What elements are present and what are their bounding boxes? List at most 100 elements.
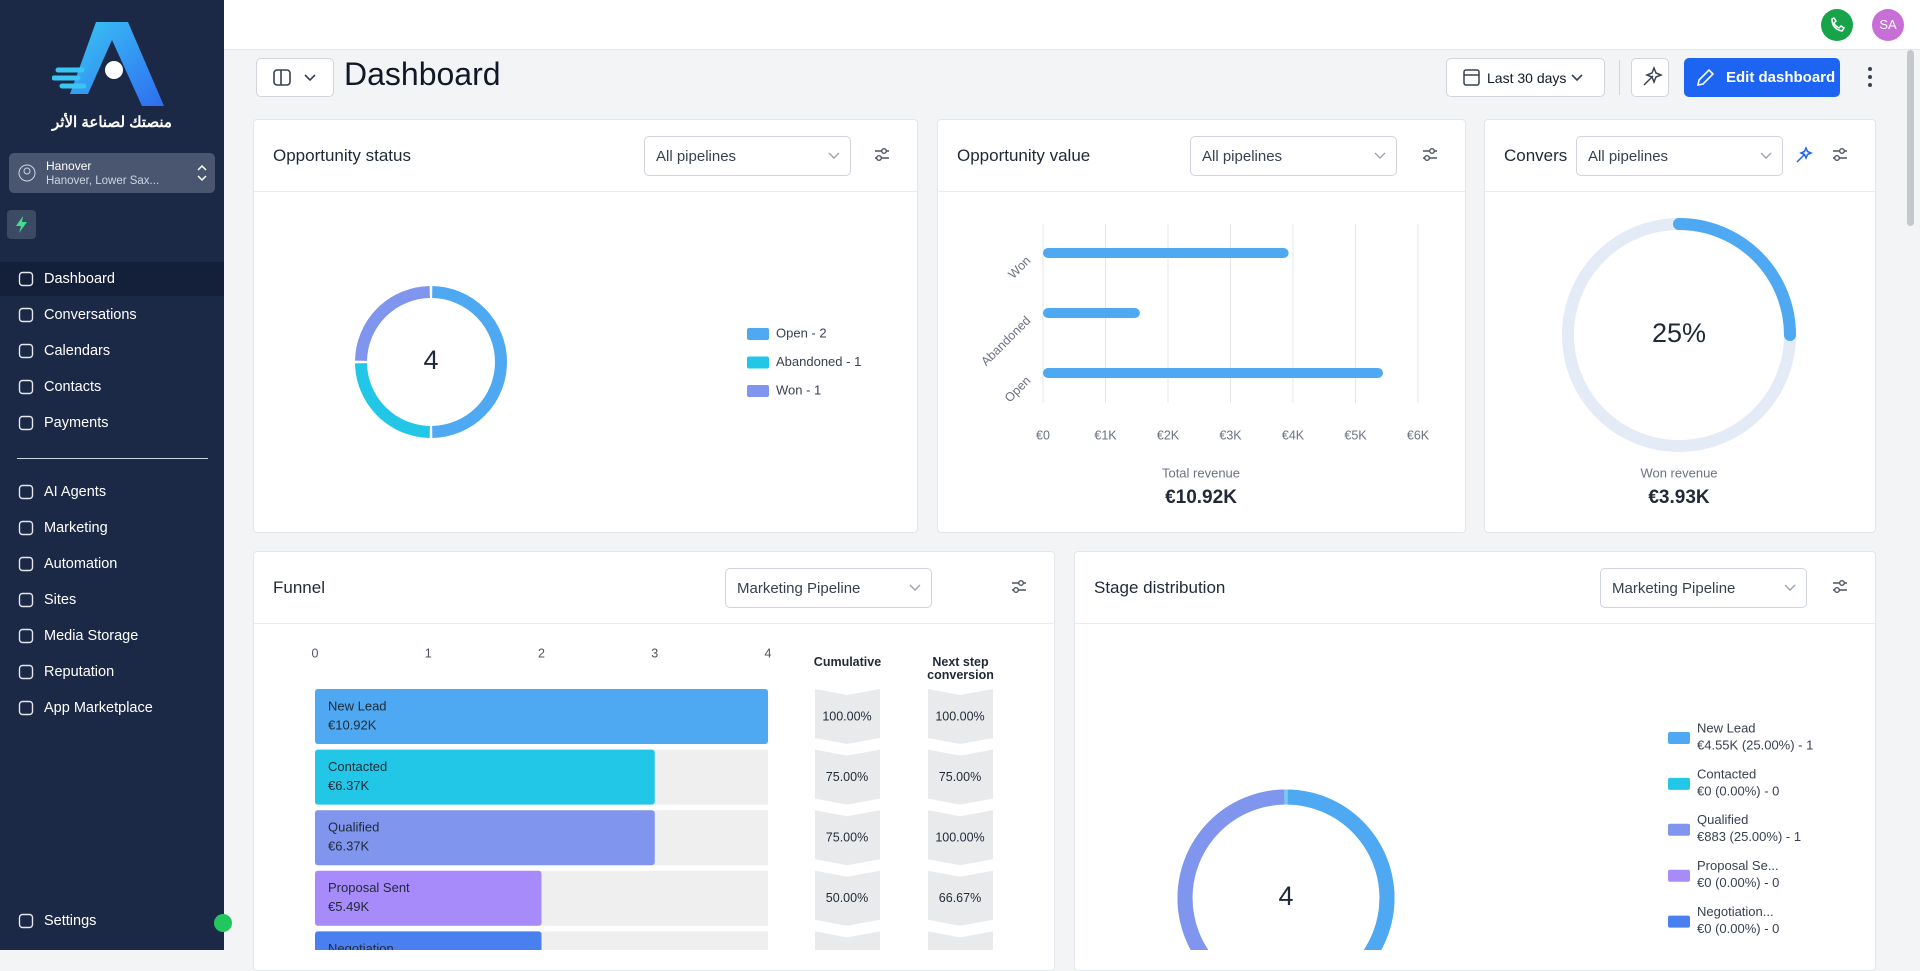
widget-header: [1485, 120, 1875, 192]
nav-label: AI Agents: [44, 484, 107, 500]
chevron: [1784, 584, 1796, 591]
nav-label: Contacts: [44, 379, 102, 395]
filter-label: All pipelines: [656, 147, 737, 165]
phone-button[interactable]: [1821, 9, 1853, 41]
nav-icon: [18, 271, 34, 287]
filter-dropdown[interactable]: All pipelines: [1576, 136, 1783, 176]
edit-dashboard-label: Edit dashboard: [1726, 69, 1836, 86]
widget-header: [254, 552, 1054, 624]
scrollbar: [1907, 50, 1914, 226]
widget-title: Funnel: [273, 578, 325, 597]
nav-icon: [18, 628, 34, 644]
nav-item[interactable]: Reputation: [0, 655, 224, 689]
widget-header: [938, 120, 1465, 192]
divider: [17, 458, 208, 459]
settings-icon: [875, 148, 889, 161]
column-header: Next step conversion: [927, 655, 994, 682]
pencil-icon: [1696, 68, 1715, 87]
nav-label: Dashboard: [44, 271, 115, 287]
switch-icon: [197, 164, 207, 182]
nav-icon: [18, 520, 34, 536]
nav-icon: [18, 700, 34, 716]
nav-label: Marketing: [44, 520, 108, 536]
widget-card: Funnel Marketing Pipeline: [253, 551, 1055, 971]
nav-item[interactable]: Contacts: [0, 370, 224, 404]
nav-label: Conversations: [44, 307, 137, 323]
nav-item[interactable]: Sites: [0, 583, 224, 617]
sidebar: منصتك لصناعة الأثر Hanover Hanover, Lowe…: [0, 0, 232, 950]
widget-settings[interactable]: [1010, 578, 1028, 596]
quick-action[interactable]: [7, 210, 36, 239]
separator: [1619, 60, 1620, 95]
filter-label: Marketing Pipeline: [737, 579, 861, 597]
widget-title: Convers: [1504, 146, 1568, 165]
widget-settings[interactable]: [1831, 146, 1849, 164]
topbar: SA: [224, 0, 1920, 50]
widget-settings[interactable]: [1421, 146, 1439, 164]
widget-title: Stage distribution: [1094, 578, 1226, 597]
layout-icon: [273, 69, 316, 86]
sparkle-icon: [1643, 65, 1664, 86]
nav-icon: [18, 343, 34, 359]
column-header: Cumulative: [813, 655, 882, 669]
collapse-toggle[interactable]: [214, 914, 232, 932]
filter-dropdown[interactable]: All pipelines: [1190, 136, 1397, 176]
settings-icon: [1012, 580, 1026, 593]
filter-dropdown[interactable]: Marketing Pipeline: [1600, 568, 1807, 608]
more-menu[interactable]: [1862, 64, 1878, 92]
widget-settings[interactable]: [873, 146, 891, 164]
nav-item[interactable]: Conversations: [0, 298, 224, 332]
logo[interactable]: [52, 18, 172, 110]
widget-card: Opportunity value All pipelines: [937, 119, 1466, 533]
nav-icon: [18, 307, 34, 323]
nav-icon: [18, 913, 34, 929]
nav-icon: [18, 664, 34, 680]
location-icon: [18, 164, 36, 182]
nav-item[interactable]: Media Storage: [0, 619, 224, 653]
widget-title: Opportunity value: [957, 146, 1091, 165]
nav-item[interactable]: Marketing: [0, 511, 224, 545]
nav-icon: [18, 484, 34, 500]
nav-item[interactable]: Calendars: [0, 334, 224, 368]
filter-dropdown[interactable]: All pipelines: [644, 136, 851, 176]
nav-icon: [18, 556, 34, 572]
chevron: [828, 152, 840, 159]
sparkle-icon: [1796, 146, 1813, 163]
nav-label: Automation: [44, 556, 118, 572]
nav-label: Calendars: [44, 343, 111, 359]
calendar-icon: [1463, 69, 1480, 86]
nav-icon: [18, 379, 34, 395]
nav-item[interactable]: AI Agents: [0, 475, 224, 509]
settings-icon: [1833, 148, 1847, 161]
chevron: [1374, 152, 1386, 159]
avatar[interactable]: SA: [1872, 9, 1904, 41]
ai-button[interactable]: [1631, 58, 1669, 97]
filter-dropdown[interactable]: Marketing Pipeline: [725, 568, 932, 608]
nav-label: App Marketplace: [44, 700, 153, 716]
location-name: Hanover: [46, 159, 92, 173]
bolt-icon: [16, 216, 27, 233]
ai-insight[interactable]: [1795, 146, 1813, 164]
location-switcher[interactable]: Hanover Hanover, Lower Sax...: [9, 153, 215, 193]
widget-card: Stage distribution Marketing Pipeline: [1074, 551, 1876, 971]
nav-item[interactable]: Dashboard: [0, 262, 224, 296]
edit-dashboard-button[interactable]: Edit dashboard: [1684, 58, 1840, 97]
widget-header: [254, 120, 917, 192]
settings-icon: [1423, 148, 1437, 161]
nav-item[interactable]: Payments: [0, 406, 224, 440]
nav-icon: [18, 415, 34, 431]
widget-title: Opportunity status: [273, 146, 411, 165]
nav-label: Sites: [44, 592, 77, 608]
chevron: [909, 584, 921, 591]
date-range[interactable]: Last 30 days: [1446, 58, 1605, 97]
nav-item[interactable]: Automation: [0, 547, 224, 581]
layout-toggle[interactable]: [256, 58, 334, 97]
widget-card: Convers All pipelines: [1484, 119, 1876, 533]
filter-label: All pipelines: [1588, 147, 1669, 165]
nav-item[interactable]: App Marketplace: [0, 691, 224, 725]
nav-item[interactable]: Settings: [0, 904, 224, 938]
filter-label: Marketing Pipeline: [1612, 579, 1736, 597]
nav-label: Settings: [44, 913, 97, 929]
widget-settings[interactable]: [1831, 578, 1849, 596]
